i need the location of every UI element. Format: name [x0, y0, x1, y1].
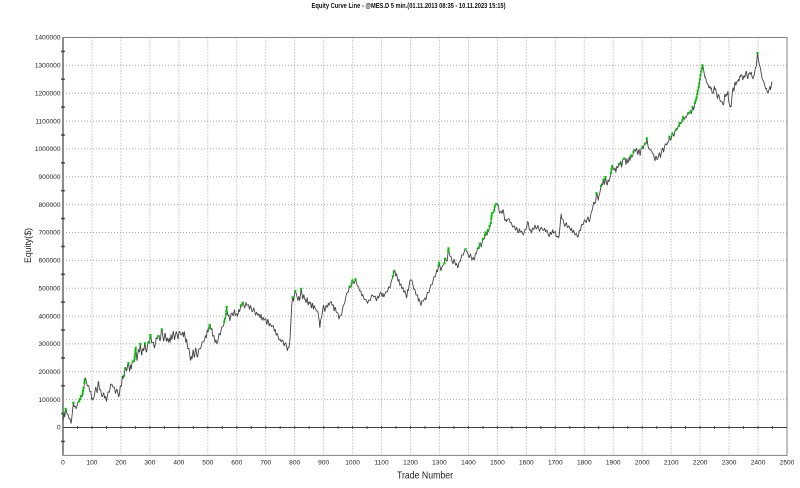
svg-text:1900: 1900	[606, 460, 621, 467]
svg-text:Equity($): Equity($)	[23, 228, 33, 263]
svg-text:100000: 100000	[38, 397, 60, 404]
svg-text:100: 100	[86, 460, 97, 467]
svg-text:800000: 800000	[38, 202, 60, 209]
svg-text:300: 300	[144, 460, 155, 467]
svg-text:2400: 2400	[751, 460, 766, 467]
svg-text:2000: 2000	[635, 460, 650, 467]
svg-text:1100: 1100	[374, 460, 389, 467]
svg-text:1000000: 1000000	[35, 146, 61, 153]
svg-text:1600: 1600	[519, 460, 534, 467]
svg-text:1400: 1400	[461, 460, 476, 467]
svg-text:1500: 1500	[490, 460, 505, 467]
svg-text:300000: 300000	[38, 341, 60, 348]
svg-text:700: 700	[260, 460, 271, 467]
svg-text:1300: 1300	[432, 460, 447, 467]
svg-text:900000: 900000	[38, 174, 60, 181]
svg-text:400: 400	[173, 460, 184, 467]
svg-text:0: 0	[61, 460, 65, 467]
svg-text:200000: 200000	[38, 369, 60, 376]
svg-text:200: 200	[115, 460, 126, 467]
svg-text:700000: 700000	[38, 230, 60, 237]
svg-text:500: 500	[202, 460, 213, 467]
svg-text:1800: 1800	[577, 460, 592, 467]
svg-text:0: 0	[57, 425, 61, 432]
svg-text:2100: 2100	[664, 460, 679, 467]
svg-text:Equity Curve Line - @MES.D 5 m: Equity Curve Line - @MES.D 5 min.(01.11.…	[312, 1, 506, 10]
svg-text:2200: 2200	[693, 460, 708, 467]
svg-text:2300: 2300	[722, 460, 737, 467]
svg-text:1700: 1700	[548, 460, 563, 467]
svg-text:1100000: 1100000	[35, 118, 61, 125]
svg-text:1300000: 1300000	[35, 63, 61, 70]
svg-text:2500: 2500	[780, 460, 795, 467]
svg-text:1000: 1000	[345, 460, 360, 467]
svg-text:Trade Number: Trade Number	[397, 470, 453, 482]
svg-text:1400000: 1400000	[35, 35, 61, 42]
svg-text:600: 600	[231, 460, 242, 467]
svg-text:500000: 500000	[38, 285, 60, 292]
svg-text:1200000: 1200000	[35, 90, 61, 97]
svg-text:600000: 600000	[38, 258, 60, 265]
svg-text:400000: 400000	[38, 313, 60, 320]
svg-text:800: 800	[289, 460, 300, 467]
svg-text:900: 900	[318, 460, 329, 467]
svg-text:1200: 1200	[403, 460, 418, 467]
